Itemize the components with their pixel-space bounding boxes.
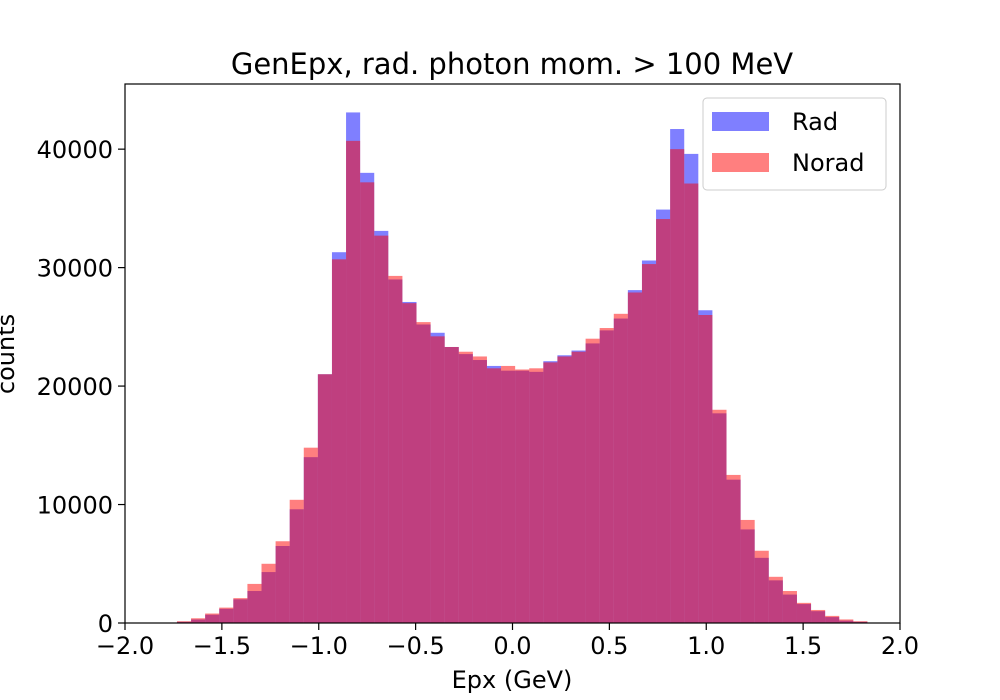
bar-norad-4 (191, 618, 206, 623)
y-tick-label: 20000 (37, 373, 113, 401)
x-tick-label: −2.0 (96, 632, 154, 660)
bar-norad-9 (261, 563, 276, 623)
bar-norad-13 (317, 374, 332, 623)
bar-norad-50 (839, 619, 854, 623)
bar-norad-28 (529, 368, 544, 623)
bar-norad-29 (543, 362, 558, 623)
bar-norad-41 (712, 409, 727, 623)
bar-norad-18 (388, 275, 403, 623)
series-norad-bars (176, 140, 868, 624)
y-tick-label: 10000 (37, 492, 113, 520)
x-axis-label: Epx (GeV) (452, 666, 573, 694)
bar-norad-27 (515, 369, 530, 623)
bar-norad-15 (346, 140, 361, 623)
bar-norad-31 (571, 351, 586, 623)
bar-norad-39 (684, 183, 699, 623)
x-tick-label: 1.0 (687, 632, 725, 660)
y-axis-label: counts (0, 314, 20, 394)
x-tick-label: −0.5 (386, 632, 444, 660)
legend-label-norad: Norad (792, 149, 864, 177)
legend-swatch-norad (712, 153, 769, 172)
y-tick-label: 0 (98, 610, 113, 638)
x-tick-label: 0.0 (493, 632, 531, 660)
x-tick-label: 0.5 (590, 632, 628, 660)
bar-norad-26 (501, 365, 516, 623)
legend: Rad Norad (702, 97, 887, 191)
bar-norad-10 (275, 541, 290, 623)
bar-norad-12 (303, 447, 318, 623)
y-axis-ticks: 0 10000 20000 30000 40000 (37, 136, 125, 638)
bar-norad-32 (585, 338, 600, 623)
bar-norad-35 (627, 292, 642, 623)
bar-norad-16 (360, 182, 375, 624)
bar-norad-43 (740, 519, 755, 623)
x-axis-ticks: −2.0 −1.5 −1.0 −0.5 0.0 0.5 1.0 1.5 2.0 (96, 623, 919, 660)
y-tick-label: 40000 (37, 136, 113, 164)
bar-norad-48 (811, 609, 826, 623)
bar-norad-51 (853, 621, 868, 623)
bar-norad-42 (726, 474, 741, 623)
bar-norad-24 (472, 356, 487, 623)
bar-norad-30 (557, 356, 572, 623)
bar-norad-44 (754, 550, 769, 623)
bar-norad-7 (233, 598, 248, 623)
bar-norad-33 (599, 328, 614, 623)
bar-norad-49 (825, 615, 840, 623)
bar-norad-17 (374, 235, 389, 623)
legend-label-rad: Rad (792, 108, 838, 136)
bar-norad-5 (205, 613, 220, 623)
bar-norad-22 (444, 346, 459, 623)
bar-norad-46 (782, 591, 797, 623)
bar-norad-34 (613, 313, 628, 623)
bar-norad-8 (247, 583, 262, 623)
x-tick-label: −1.5 (193, 632, 251, 660)
x-tick-label: −1.0 (290, 632, 348, 660)
bar-norad-47 (796, 602, 812, 623)
bar-norad-23 (458, 351, 473, 623)
bar-norad-14 (331, 259, 347, 623)
bar-norad-20 (416, 322, 431, 623)
bar-norad-25 (486, 368, 502, 623)
bar-norad-37 (656, 219, 671, 624)
bar-norad-36 (641, 264, 657, 623)
chart-title: GenEpx, rad. photon mom. > 100 MeV (231, 47, 793, 81)
bar-norad-11 (289, 499, 304, 623)
bar-norad-45 (768, 576, 783, 623)
bar-norad-21 (430, 336, 445, 623)
bar-norad-38 (670, 149, 685, 623)
bar-norad-19 (402, 303, 417, 623)
x-tick-label: 1.5 (784, 632, 822, 660)
y-tick-label: 30000 (37, 255, 113, 283)
bar-norad-6 (219, 607, 234, 623)
bar-norad-3 (176, 621, 192, 623)
x-tick-label: 2.0 (881, 632, 919, 660)
legend-swatch-rad (712, 112, 769, 131)
bar-norad-40 (698, 315, 713, 623)
